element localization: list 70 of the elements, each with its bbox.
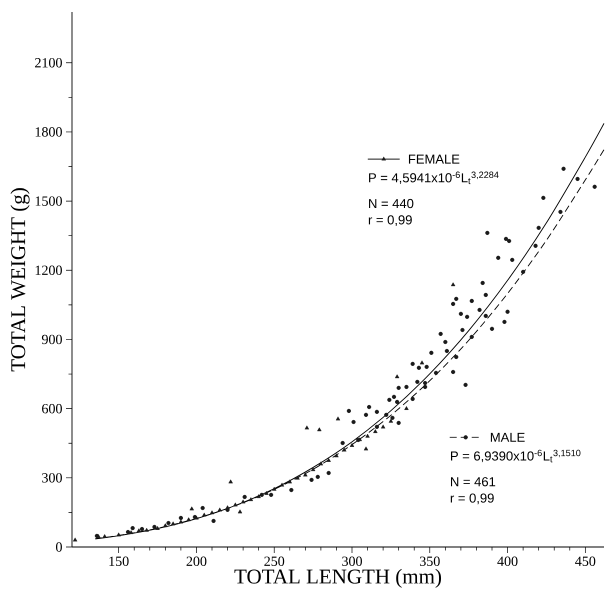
point (256, 494, 261, 498)
x-tick-label: 250 (264, 556, 284, 566)
y-tick-label: 0 (56, 542, 62, 552)
point (170, 521, 176, 526)
y-tick-label: 2100 (35, 58, 62, 68)
point (72, 538, 78, 542)
point (288, 479, 292, 484)
point (364, 446, 368, 450)
annotation: P = 6,9390x10$^{-6}$L$_{t}$3,1510 (450, 450, 580, 462)
y-tick-label: 1500 (36, 196, 62, 206)
x-tick-label: 450 (575, 556, 596, 566)
point (178, 520, 184, 524)
point (186, 517, 191, 522)
x-tick-label: 150 (109, 556, 129, 566)
point (248, 497, 254, 502)
point (380, 424, 386, 428)
x-tick-label: 200 (186, 556, 206, 566)
point (272, 486, 276, 491)
point (144, 528, 149, 532)
point (295, 476, 300, 480)
point (318, 461, 324, 466)
annotation: P = 4,5941x10$^{-6}$L$_{t}$3,2284 (369, 172, 499, 184)
point (233, 502, 238, 506)
point (303, 472, 308, 476)
y-axis-title: TOTAL WEIGHT (g) (10, 188, 30, 372)
point (365, 434, 370, 438)
point (210, 510, 214, 514)
point (373, 429, 378, 434)
legend-label: MALE (490, 432, 525, 442)
annotation: r = 0,99 (450, 493, 494, 504)
point (155, 526, 160, 530)
point (350, 443, 354, 447)
point (102, 534, 107, 538)
point (326, 458, 331, 462)
point (163, 523, 168, 528)
point (190, 506, 194, 510)
point (404, 406, 409, 410)
point (310, 467, 316, 472)
point (342, 448, 346, 452)
annotation: N = 461 (450, 477, 496, 486)
x-tick-label: 400 (497, 556, 518, 566)
point (228, 479, 233, 484)
point (394, 374, 400, 378)
y-tick-label: 300 (42, 473, 62, 483)
point (116, 532, 121, 536)
point (218, 508, 222, 512)
y-tick-label: 1200 (36, 266, 62, 276)
y-tick-label: 900 (42, 334, 62, 344)
point (202, 512, 206, 517)
point (280, 482, 284, 487)
annotation: r = 0,99 (368, 215, 412, 226)
point (317, 427, 322, 432)
point (334, 453, 339, 458)
point (238, 509, 242, 514)
point (304, 426, 310, 430)
x-axis-title: TOTAL LENGTH (mm) (234, 568, 442, 588)
legend-label: FEMALE (408, 154, 460, 164)
y-tick-label: 600 (42, 404, 62, 414)
point (264, 491, 269, 495)
x-tick-label: 350 (420, 556, 440, 566)
point (388, 418, 394, 423)
point (136, 528, 142, 532)
x-tick-label: 300 (342, 556, 362, 566)
annotation: N = 440 (369, 198, 414, 208)
point (336, 416, 340, 420)
point (128, 530, 134, 534)
y-tick-label: 1800 (36, 127, 62, 137)
point (450, 282, 456, 286)
point (420, 360, 424, 364)
point (240, 500, 246, 504)
